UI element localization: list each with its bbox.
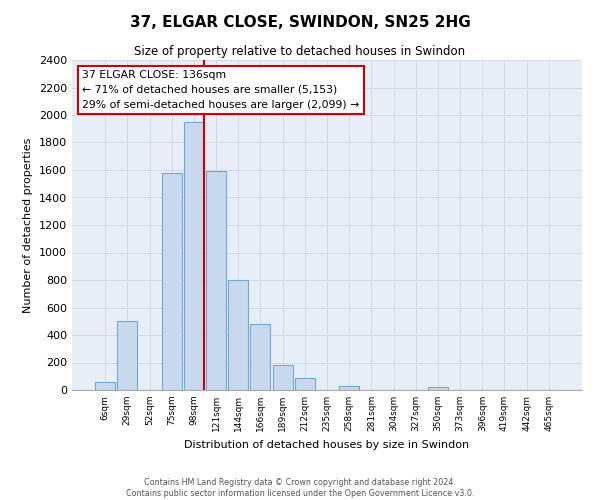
Bar — [162, 173, 182, 390]
X-axis label: Distribution of detached houses by size in Swindon: Distribution of detached houses by size … — [184, 440, 470, 450]
Y-axis label: Number of detached properties: Number of detached properties — [23, 138, 34, 312]
Bar — [272, 364, 293, 390]
Bar — [250, 324, 271, 390]
Bar — [95, 382, 115, 390]
Bar — [206, 172, 226, 390]
Bar — [118, 322, 137, 390]
Text: 37 ELGAR CLOSE: 136sqm
← 71% of detached houses are smaller (5,153)
29% of semi-: 37 ELGAR CLOSE: 136sqm ← 71% of detached… — [82, 70, 359, 110]
Text: 37, ELGAR CLOSE, SWINDON, SN25 2HG: 37, ELGAR CLOSE, SWINDON, SN25 2HG — [130, 15, 470, 30]
Bar — [228, 280, 248, 390]
Text: Size of property relative to detached houses in Swindon: Size of property relative to detached ho… — [134, 45, 466, 58]
Bar — [428, 387, 448, 390]
Text: Contains HM Land Registry data © Crown copyright and database right 2024.
Contai: Contains HM Land Registry data © Crown c… — [126, 478, 474, 498]
Bar — [339, 386, 359, 390]
Bar — [184, 122, 204, 390]
Bar — [295, 378, 315, 390]
